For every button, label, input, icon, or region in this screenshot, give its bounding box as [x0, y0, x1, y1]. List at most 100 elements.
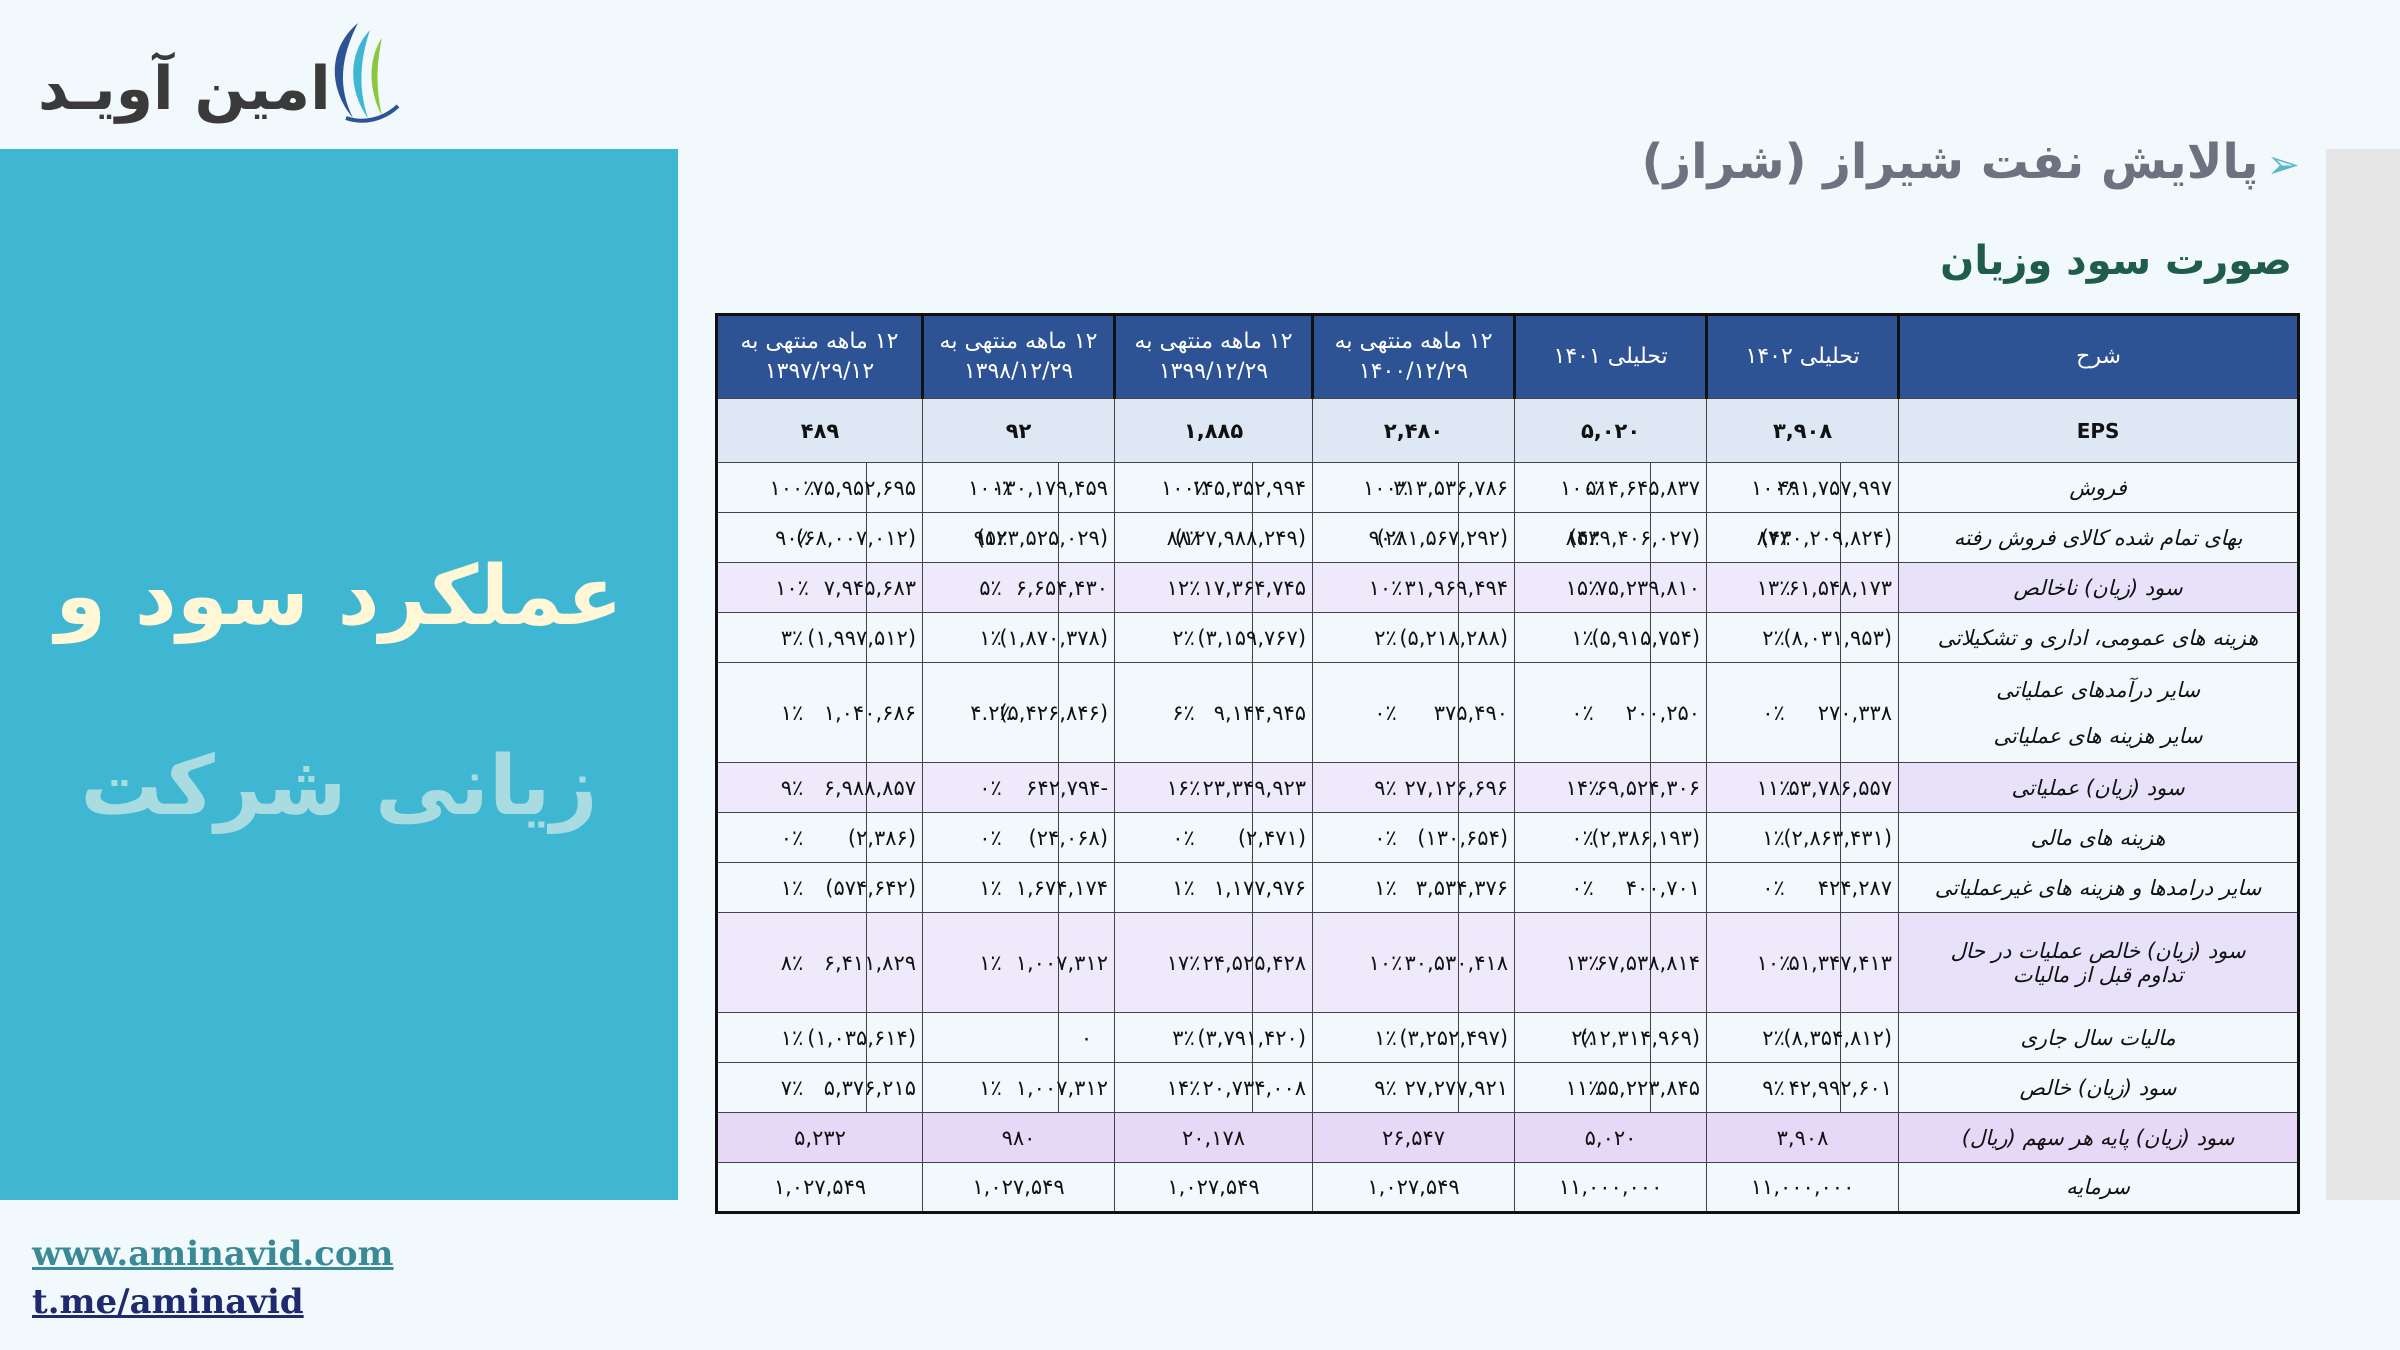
cell-value: ۶۹,۵۲۴,۳۰۶ [1596, 762, 1708, 813]
cell-value: (۱۳۰,۶۵۴) [1417, 812, 1516, 863]
cell-value: ۴۰۰,۷۰۱ [1626, 862, 1708, 913]
cell-value: ۱,۰۲۷,۵۴۹ [922, 1162, 1116, 1213]
footer-links: www.aminavid.com t.me/aminavid [32, 1230, 394, 1326]
cell-value: (۲,۴۷۱) [1238, 812, 1314, 863]
row-label-text: سایر درآمدهای عملیاتی [1996, 677, 2201, 702]
eps-label: EPS [1898, 398, 2300, 463]
cell-value: (۳,۷۹۱,۴۲۰) [1197, 1012, 1314, 1063]
row-label: بهای تمام شده کالای فروش رفته [1898, 512, 2300, 563]
cell-percent: ۱۰۰٪ [1706, 462, 1842, 513]
row-label-text-2: سایر هزینه های عملیاتی [1993, 723, 2203, 748]
table-body: فروش ۴۹۱,۷۵۷,۹۹۷ ۱۰۰٪ ۵۱۴,۶۴۵,۸۳۷ ۱۰۰٪ ۳۱۳,۵۳… [715, 462, 2300, 1213]
cell-value: ۱,۰۰۷,۳۱۲ [1016, 1062, 1116, 1113]
table-row: مالیات سال جاری (۸,۳۵۴,۸۱۲) ۲٪ (۱۲,۳۱۴,۹۶۹)… [715, 1012, 2300, 1063]
cell-percent: ۱۴٪ [1114, 1062, 1254, 1113]
cell-value: ۵۱۴,۶۴۵,۸۳۷ [1585, 462, 1708, 513]
cell-value: ۶,۹۸۸,۸۵۷ [824, 762, 924, 813]
cell-percent: ۱۴٪ [1514, 762, 1652, 813]
cell-value: ۵,۳۷۶,۲۱۵ [824, 1062, 924, 1113]
header-col: ۱۲ ماهه منتهی به ۱۳۹۸/۱۲/۲۹ [921, 314, 1116, 399]
income-statement-table: شرح تحلیلی ۱۴۰۲ تحلیلی ۱۴۰۱ ۱۲ ماهه منته… [714, 313, 2301, 1214]
cell-value: ۲۷,۲۷۷,۹۲۱ [1404, 1062, 1516, 1113]
cell-percent: ۳٪ [1114, 1012, 1254, 1063]
table-row: سایر درآمدهای عملیاتی سایر هزینه های عملی… [715, 662, 2300, 763]
cell-percent: ۹٪ [1312, 1062, 1460, 1113]
cell-value: ۲۰,۱۷۸ [1114, 1112, 1314, 1163]
cell-percent: ۸٪ [715, 912, 868, 1013]
cell-value: (۲,۳۸۶) [848, 812, 924, 863]
cell-value: ۲۳,۳۴۹,۹۲۳ [1202, 762, 1314, 813]
cell-value: (۴۳۹,۴۰۶,۰۲۷) [1569, 512, 1708, 563]
row-label: سود (زیان) پایه هر سهم (ریال) [1898, 1112, 2300, 1163]
cell-percent: ۱۷٪ [1114, 912, 1254, 1013]
capital-row: سرمایه ۱۱,۰۰۰,۰۰۰ ۱۱,۰۰۰,۰۰۰ ۱,۰۲۷,۵۴۹ ۱,۰۲۷… [715, 1162, 2300, 1213]
table-header-row: شرح تحلیلی ۱۴۰۲ تحلیلی ۱۴۰۱ ۱۲ ماهه منته… [714, 314, 2300, 399]
row-label-text: بهای تمام شده کالای فروش رفته [1953, 525, 2243, 550]
statement-title: صورت سود وزیان [1940, 238, 2292, 284]
cell-percent: ۳٪ [715, 612, 868, 663]
cell-value: (۸,۳۵۴,۸۱۲) [1783, 1012, 1900, 1063]
cell-percent: ۱۳٪ [1514, 912, 1652, 1013]
cell-value: ۲۷۰,۳۳۸ [1818, 662, 1900, 763]
cell-value: (۵,۲۱۸,۲۸۸) [1399, 612, 1516, 663]
eps-value: ۴۸۹ [715, 398, 924, 463]
cell-value: ۱۱,۰۰۰,۰۰۰ [1514, 1162, 1708, 1213]
cell-percent: ۵٪ [922, 562, 1060, 613]
cell-percent: ۱٪ [715, 1012, 868, 1063]
cell-value: ۷,۹۴۵,۶۸۳ [824, 562, 924, 613]
cell-percent: ۷٪ [715, 1062, 868, 1113]
cell-percent: ۱۰۰٪ [1514, 462, 1652, 513]
cell-value: ۶,۶۵۴,۴۳۰ [1016, 562, 1116, 613]
header-col: ۱۲ ماهه منتهی به ۱۴۰۰/۱۲/۲۹ [1311, 314, 1516, 399]
header-col: ۱۲ ماهه منتهی به ۱۳۹۹/۱۲/۲۹ [1113, 314, 1314, 399]
cell-value: ۳,۹۰۸ [1706, 1112, 1900, 1163]
cell-percent [922, 1012, 1060, 1063]
cell-value: (۱,۸۷۰,۳۷۸) [999, 612, 1116, 663]
eps-value: ۹۲ [922, 398, 1116, 463]
cell-percent: ۱۰٪ [1706, 912, 1842, 1013]
row-label: سود (زیان) ناخالص [1898, 562, 2300, 613]
cell-value: ۰ [1058, 1012, 1116, 1063]
telegram-link[interactable]: t.me/aminavid [32, 1282, 304, 1322]
table-row: بهای تمام شده کالای فروش رفته (۴۳۰,۲۰۹,۸۲… [715, 512, 2300, 563]
cell-value: ۷۵,۹۵۲,۶۹۵ [812, 462, 924, 513]
table-row: سود (زیان) خالص ۴۲,۹۹۲,۶۰۱ ۹٪ ۵۵,۲۲۳,۸۴۵ ۱۱٪… [715, 1062, 2300, 1113]
cell-percent: ۱۰٪ [1312, 912, 1460, 1013]
cell-value: ۲۷,۱۲۶,۶۹۶ [1404, 762, 1516, 813]
cell-percent: ۱٪ [715, 862, 868, 913]
brand-logo-text: امین آویـد [38, 54, 331, 124]
cell-value: (۵,۹۱۵,۷۵۴) [1591, 612, 1708, 663]
row-label-text: هزینه های مالی [2030, 825, 2166, 850]
cell-percent: ۹٪ [1312, 762, 1460, 813]
table-row: سایر درامدها و هزینه های غیرعملیاتی ۴۲۴,۲… [715, 862, 2300, 913]
cell-value: ۵۱,۳۴۷,۴۱۳ [1788, 912, 1900, 1013]
cell-value: ۱,۰۲۷,۵۴۹ [715, 1162, 924, 1213]
cell-percent: ۱۰٪ [1312, 562, 1460, 613]
cell-value: ۱۷,۳۶۴,۷۴۵ [1202, 562, 1314, 613]
table-row: سود (زیان) ناخالص ۶۱,۵۴۸,۱۷۳ ۱۳٪ ۷۵,۲۳۹,۸۱۰… [715, 562, 2300, 613]
cell-percent: ۱٪ [922, 862, 1060, 913]
cell-value: ۷۵,۲۳۹,۸۱۰ [1596, 562, 1708, 613]
cell-value: ۶۱,۵۴۸,۱۷۳ [1788, 562, 1900, 613]
left-panel: عملکرد سود و زیانی شرکت [0, 149, 678, 1200]
header-label: شرح [1897, 314, 2300, 399]
row-label-text: فروش [2069, 475, 2127, 500]
cell-value: ۶,۴۱۱,۸۲۹ [824, 912, 924, 1013]
cell-percent: ۱۱٪ [1514, 1062, 1652, 1113]
table-row: سود (زیان) خالص عملیات در حال تداوم قبل ا… [715, 912, 2300, 1013]
cell-value: ۱۴۵,۳۵۲,۹۹۴ [1191, 462, 1314, 513]
cell-percent: ۱۰۰٪ [1312, 462, 1460, 513]
hero-title-line1: عملکرد سود و [55, 549, 623, 644]
row-label: مالیات سال جاری [1898, 1012, 2300, 1063]
cell-percent: ۲٪ [1114, 612, 1254, 663]
cell-value: ۵۵,۲۲۳,۸۴۵ [1596, 1062, 1708, 1113]
cell-percent: ۲٪ [1706, 612, 1842, 663]
cell-percent: ۴.۲٪ [922, 662, 1060, 763]
row-label: سایر درامدها و هزینه های غیرعملیاتی [1898, 862, 2300, 913]
cell-percent: ۱۲٪ [1114, 562, 1254, 613]
website-link[interactable]: www.aminavid.com [32, 1234, 394, 1274]
row-label: فروش [1898, 462, 2300, 513]
cell-value: (۱,۰۳۵,۶۱۴) [807, 1012, 924, 1063]
header-col: ۱۲ ماهه منتهی به ۱۳۹۷/۲۹/۱۲ [714, 314, 924, 399]
row-label-text: سود (زیان) خالص [2019, 1075, 2177, 1100]
